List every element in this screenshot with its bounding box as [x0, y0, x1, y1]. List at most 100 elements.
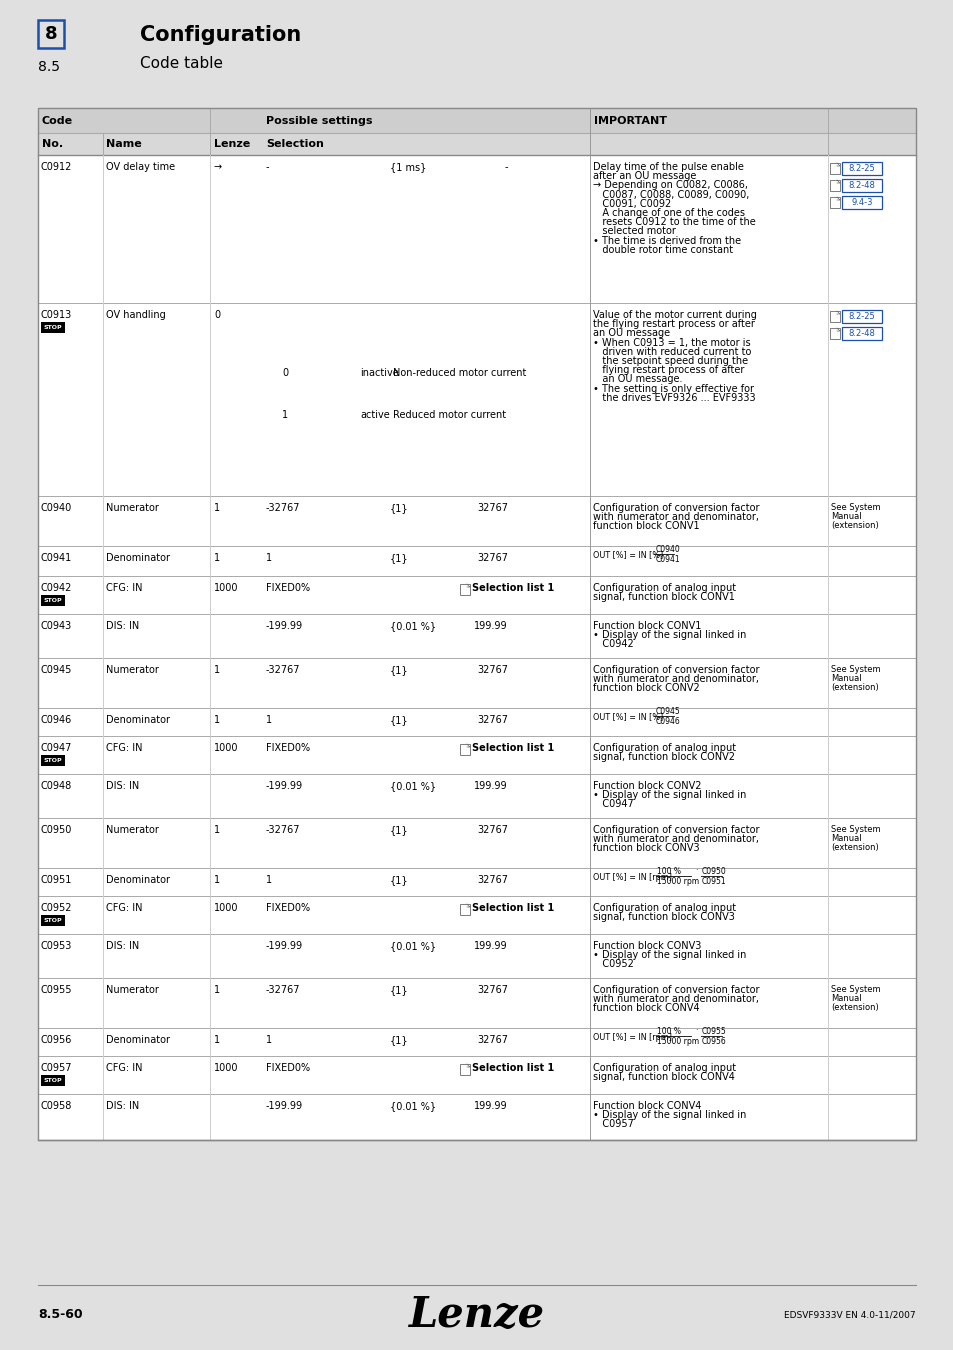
Text: C0087, C0088, C0089, C0090,: C0087, C0088, C0089, C0090, [593, 189, 749, 200]
Text: 15000 rpm: 15000 rpm [657, 878, 699, 886]
Text: with numerator and denominator,: with numerator and denominator, [593, 994, 759, 1004]
Text: Numerator: Numerator [106, 504, 159, 513]
Text: Configuration of conversion factor: Configuration of conversion factor [593, 825, 759, 836]
Text: {1}: {1} [390, 504, 408, 513]
Text: Selection list 1: Selection list 1 [472, 1062, 554, 1073]
Bar [829, 180, 840, 190]
Text: 1000: 1000 [213, 743, 238, 753]
Text: 1: 1 [213, 666, 220, 675]
Text: 32767: 32767 [476, 875, 507, 886]
Text: Denominator: Denominator [106, 875, 170, 886]
Text: Lenze: Lenze [409, 1295, 544, 1336]
Text: -199.99: -199.99 [266, 782, 303, 791]
Text: See System: See System [830, 986, 880, 994]
Text: 199.99: 199.99 [474, 782, 507, 791]
Text: 199.99: 199.99 [474, 621, 507, 630]
Bar [841, 180, 882, 192]
Text: 1000: 1000 [213, 1062, 238, 1073]
Text: -32767: -32767 [266, 504, 300, 513]
Text: C0942: C0942 [593, 640, 633, 649]
Text: Numerator: Numerator [106, 986, 159, 995]
Text: 1: 1 [266, 1035, 272, 1045]
Bar [829, 328, 840, 339]
Text: STOP: STOP [44, 1079, 62, 1083]
Text: {0.01 %}: {0.01 %} [390, 621, 436, 630]
Text: 0: 0 [213, 310, 220, 320]
Text: 32767: 32767 [476, 716, 507, 725]
Text: the setpoint speed during the: the setpoint speed during the [593, 356, 747, 366]
Text: C0947: C0947 [41, 743, 72, 753]
Text: Numerator: Numerator [106, 825, 159, 836]
Text: C0946: C0946 [41, 716, 72, 725]
Text: 1: 1 [213, 986, 220, 995]
Text: CFG: IN: CFG: IN [106, 583, 142, 593]
Text: Code: Code [42, 116, 73, 126]
Text: 8.2-25: 8.2-25 [848, 312, 875, 321]
Text: C0091, C0092: C0091, C0092 [593, 198, 671, 209]
Bar [38, 934, 915, 977]
Text: OUT [%] = IN [%] ·: OUT [%] = IN [%] · [593, 713, 670, 721]
Bar [459, 904, 470, 915]
Text: flying restart process of after: flying restart process of after [593, 366, 743, 375]
Text: 1000: 1000 [213, 583, 238, 593]
Bar [38, 302, 915, 495]
Text: C0955: C0955 [41, 986, 72, 995]
Text: 1: 1 [266, 875, 272, 886]
Text: -32767: -32767 [266, 825, 300, 836]
Text: CFG: IN: CFG: IN [106, 903, 142, 913]
Text: Manual: Manual [830, 994, 861, 1003]
Text: {1}: {1} [390, 554, 408, 563]
Text: the drives EVF9326 ... EVF9333: the drives EVF9326 ... EVF9333 [593, 393, 755, 402]
Text: DIS: IN: DIS: IN [106, 1102, 139, 1111]
Text: 1000: 1000 [213, 903, 238, 913]
Text: -199.99: -199.99 [266, 621, 303, 630]
Text: C0952: C0952 [41, 903, 72, 913]
Text: (extension): (extension) [830, 683, 878, 693]
Text: C0956: C0956 [41, 1035, 72, 1045]
Bar [38, 1027, 915, 1056]
Text: selected motor: selected motor [593, 227, 675, 236]
Text: C0945: C0945 [655, 707, 679, 716]
Text: -32767: -32767 [266, 986, 300, 995]
Text: C0951: C0951 [701, 878, 725, 886]
Text: OV delay time: OV delay time [106, 162, 175, 171]
Text: 1: 1 [213, 825, 220, 836]
Bar [38, 108, 915, 134]
Text: Value of the motor current during: Value of the motor current during [593, 310, 756, 320]
Text: 1: 1 [213, 716, 220, 725]
Text: C0946: C0946 [655, 717, 679, 726]
Text: 1: 1 [213, 504, 220, 513]
Text: 100 %: 100 % [657, 867, 680, 876]
Text: 32767: 32767 [476, 986, 507, 995]
Text: Reduced motor current: Reduced motor current [393, 410, 506, 420]
Bar [38, 1056, 915, 1094]
Text: STOP: STOP [44, 325, 62, 329]
Bar [38, 614, 915, 657]
Text: Numerator: Numerator [106, 666, 159, 675]
Text: STOP: STOP [44, 918, 62, 923]
Text: See System: See System [830, 666, 880, 674]
Text: resets C0912 to the time of the: resets C0912 to the time of the [593, 217, 755, 227]
Text: the flying restart process or after: the flying restart process or after [593, 319, 754, 329]
Text: -: - [266, 162, 269, 171]
Text: STOP: STOP [44, 757, 62, 763]
Text: C0951: C0951 [41, 875, 72, 886]
Text: C0948: C0948 [41, 782, 72, 791]
Text: an OU message: an OU message [593, 328, 669, 339]
Bar [38, 657, 915, 707]
Text: • When C0913 = 1, the motor is: • When C0913 = 1, the motor is [593, 338, 750, 347]
Text: → Depending on C0082, C0086,: → Depending on C0082, C0086, [593, 181, 747, 190]
Text: 15000 rpm: 15000 rpm [657, 1037, 699, 1046]
Text: C0955: C0955 [701, 1027, 726, 1035]
Text: Manual: Manual [830, 674, 861, 683]
Text: OV handling: OV handling [106, 310, 166, 320]
Text: C0958: C0958 [41, 1102, 72, 1111]
Text: Denominator: Denominator [106, 1035, 170, 1045]
Text: C0912: C0912 [41, 162, 72, 171]
Text: {0.01 %}: {0.01 %} [390, 941, 436, 950]
Text: -32767: -32767 [266, 666, 300, 675]
Text: Lenze: Lenze [213, 139, 250, 148]
Text: 8.2-48: 8.2-48 [847, 329, 875, 338]
Text: FIXED0%: FIXED0% [266, 903, 310, 913]
Bar [38, 545, 915, 576]
